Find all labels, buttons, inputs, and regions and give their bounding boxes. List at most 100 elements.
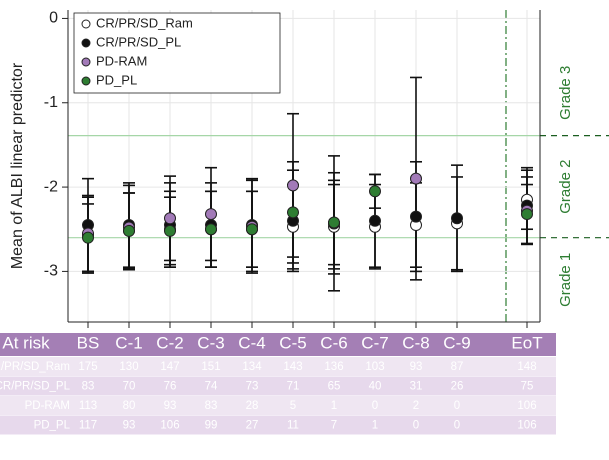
table-cell: 0 <box>454 420 460 432</box>
table-cell: 75 <box>521 381 534 393</box>
point <box>164 212 176 225</box>
legend-label: CR/PR/SD_PL <box>96 34 181 49</box>
table-cell: 93 <box>164 400 177 412</box>
point <box>328 216 340 229</box>
table-header-bg <box>0 333 556 356</box>
table-cell: 93 <box>123 420 136 432</box>
table-header: EoT <box>511 333 542 352</box>
table-cell: 26 <box>451 381 464 393</box>
table-header: At risk <box>2 333 50 352</box>
table-row-bg <box>0 396 556 415</box>
legend-marker <box>81 38 91 48</box>
table-cell: 65 <box>328 381 341 393</box>
point <box>369 185 381 198</box>
table-cell: 1 <box>372 420 378 432</box>
table-cell: 106 <box>517 420 536 432</box>
table-cell: 93 <box>410 361 423 373</box>
table-cell: 136 <box>324 361 343 373</box>
y-tick-label: -3 <box>44 263 58 280</box>
table-cell: 71 <box>287 381 300 393</box>
legend-box <box>73 12 281 94</box>
table-cell: 117 <box>79 420 97 432</box>
table-row-bg <box>0 415 556 435</box>
grade-label: Grade 1 <box>557 253 574 307</box>
table-cell: 130 <box>119 361 138 373</box>
table-cell: 7 <box>331 420 337 432</box>
table-cell: 74 <box>205 381 218 393</box>
point <box>369 214 381 227</box>
legend-label: CR/PR/SD_Ram <box>96 15 193 30</box>
table-row-bg <box>0 357 556 376</box>
point <box>205 208 217 221</box>
table-header: C-1 <box>115 333 142 352</box>
grade-label: Grade 2 <box>557 160 574 214</box>
grade-label: Grade 3 <box>557 66 574 120</box>
legend-label: PD-RAM <box>96 53 147 68</box>
table-cell: 40 <box>369 381 382 393</box>
table-cell: 143 <box>283 361 302 373</box>
table-cell: 134 <box>242 361 262 373</box>
table-cell: 83 <box>205 400 218 412</box>
table-cell: 2 <box>413 400 419 412</box>
table-cell: 99 <box>205 420 218 432</box>
table-cell: 106 <box>160 420 179 432</box>
table-cell: 151 <box>201 361 220 373</box>
table-header: C-6 <box>320 333 347 352</box>
table-row-bg <box>0 376 556 396</box>
point <box>164 224 176 237</box>
table-cell: 11 <box>287 420 299 432</box>
point <box>451 212 463 225</box>
table-cell: 87 <box>451 361 464 373</box>
table-header: C-2 <box>156 333 183 352</box>
table-cell: 103 <box>365 361 384 373</box>
table-cell: CR/PR/SD_PL <box>0 381 71 393</box>
table-cell: 147 <box>160 361 179 373</box>
table-cell: 80 <box>123 400 136 412</box>
table-cell: 76 <box>164 381 177 393</box>
table-header: C-8 <box>402 333 429 352</box>
table-header: C-5 <box>279 333 306 352</box>
point <box>410 210 422 223</box>
point <box>287 206 299 219</box>
table-header: C-4 <box>238 333 265 352</box>
table-cell: 73 <box>246 381 259 393</box>
table-cell: 5 <box>290 400 296 412</box>
table-cell: PD-RAM <box>25 400 70 412</box>
legend-marker <box>81 76 91 86</box>
table-cell: 148 <box>517 361 536 373</box>
table-cell: CR/PR/SD_Ram <box>0 361 70 373</box>
point <box>287 179 299 192</box>
table-cell: 0 <box>372 400 378 412</box>
table-cell: 113 <box>79 400 97 412</box>
table-header: C-9 <box>443 333 470 352</box>
table-cell: 83 <box>82 381 95 393</box>
table-cell: 27 <box>246 420 259 432</box>
table-cell: 106 <box>517 400 536 412</box>
legend-marker <box>81 57 91 67</box>
point <box>123 224 135 237</box>
point <box>521 208 533 221</box>
y-tick-label: -2 <box>44 178 58 195</box>
table-cell: 70 <box>123 381 136 393</box>
y-tick-label: 0 <box>49 10 58 27</box>
y-tick-label: -1 <box>44 94 58 111</box>
table-header: C-3 <box>197 333 224 352</box>
legend-label: PD_PL <box>96 72 137 87</box>
table-cell: PD_PL <box>34 420 71 432</box>
table-cell: 28 <box>246 400 259 412</box>
table-cell: 0 <box>413 420 419 432</box>
table-cell: 0 <box>454 400 460 412</box>
legend-marker <box>81 19 91 29</box>
table-header: BS <box>77 333 100 352</box>
y-axis-label: Mean of ALBI linear predictor <box>9 62 26 269</box>
point <box>205 223 217 236</box>
point <box>82 231 94 244</box>
table-cell: 175 <box>78 361 97 373</box>
table-cell: 1 <box>331 400 337 412</box>
table-header: C-7 <box>361 333 388 352</box>
point <box>410 172 422 185</box>
table-cell: 31 <box>410 381 423 393</box>
point <box>246 223 258 236</box>
